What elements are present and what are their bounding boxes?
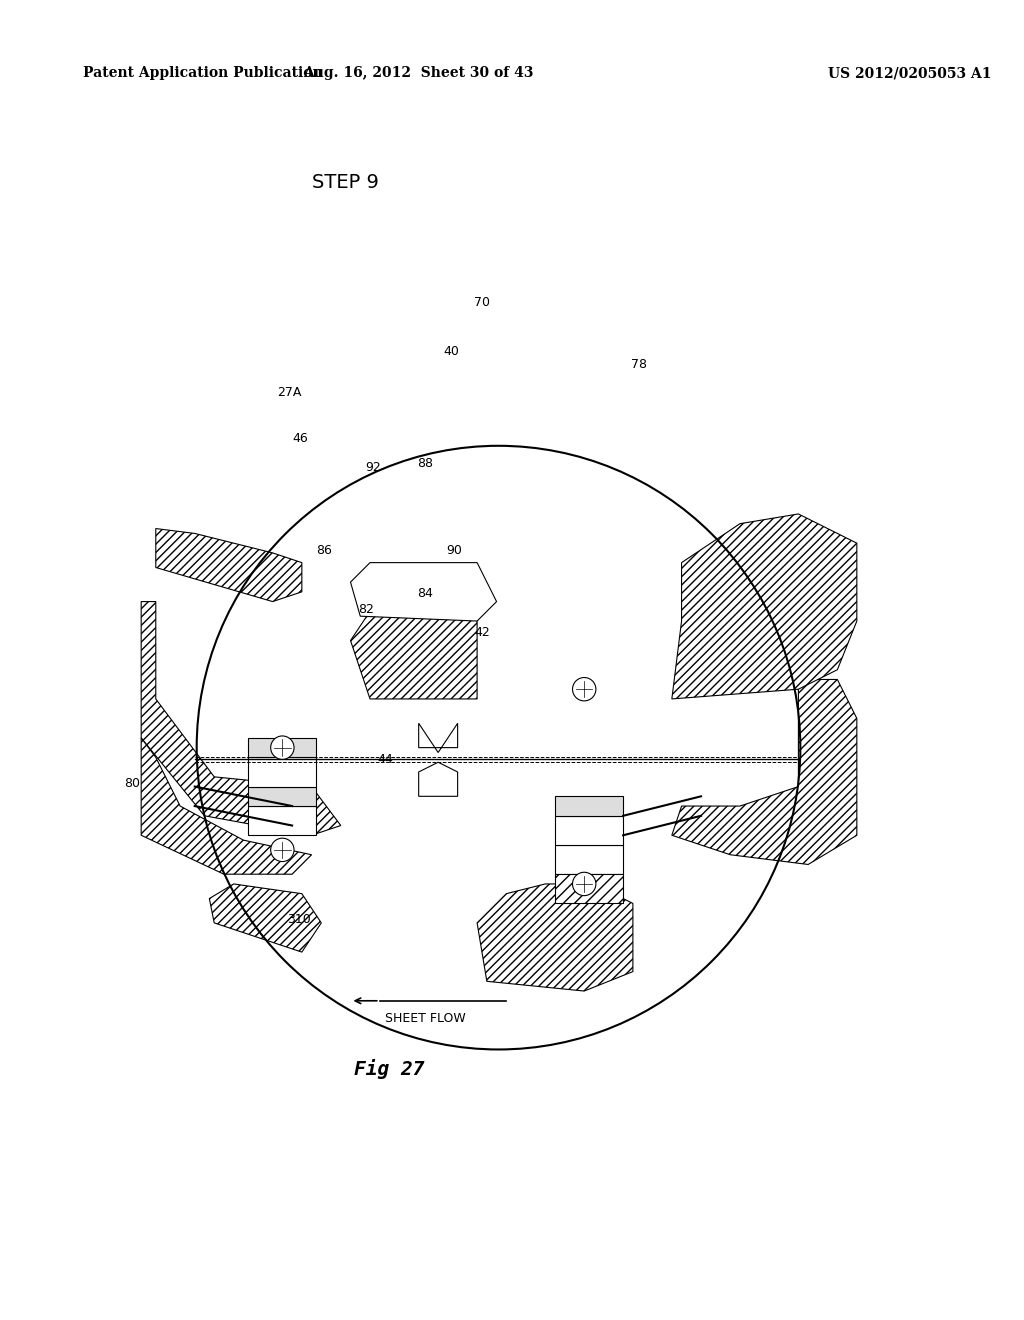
Text: 80: 80 [124,777,139,791]
Text: Patent Application Publication: Patent Application Publication [83,66,323,81]
Text: 40: 40 [443,345,459,358]
Text: US 2012/0205053 A1: US 2012/0205053 A1 [827,66,991,81]
Text: 70: 70 [474,296,490,309]
Polygon shape [156,528,302,602]
Text: 88: 88 [417,457,433,470]
Bar [555,796,624,816]
Bar [248,738,316,758]
Polygon shape [672,513,857,700]
Polygon shape [672,680,857,865]
Circle shape [270,838,294,862]
Text: 90: 90 [445,544,462,557]
Polygon shape [141,738,311,874]
Text: 86: 86 [316,544,333,557]
Text: 42: 42 [474,626,489,639]
Text: 44: 44 [378,752,393,766]
Polygon shape [141,602,341,836]
Polygon shape [350,591,477,700]
Text: STEP 9: STEP 9 [311,173,379,193]
Text: 84: 84 [417,587,432,601]
Polygon shape [209,884,322,952]
Bar [248,807,316,836]
Text: 92: 92 [366,461,381,474]
Circle shape [572,677,596,701]
Bar [555,874,624,903]
Text: 78: 78 [631,359,647,371]
Bar [248,787,316,807]
Bar [555,845,624,874]
Polygon shape [419,762,458,796]
Circle shape [572,873,596,896]
Circle shape [270,737,294,759]
Text: 27A: 27A [278,385,302,399]
Polygon shape [477,884,633,991]
Polygon shape [419,723,458,752]
Polygon shape [350,562,497,620]
Text: 46: 46 [292,432,308,445]
Bar [248,758,316,787]
Text: 82: 82 [358,603,374,616]
Text: SHEET FLOW: SHEET FLOW [385,1012,465,1026]
Text: Aug. 16, 2012  Sheet 30 of 43: Aug. 16, 2012 Sheet 30 of 43 [303,66,534,81]
Text: Fig 27: Fig 27 [354,1059,425,1078]
Text: 310: 310 [288,913,311,925]
Bar [555,816,624,845]
